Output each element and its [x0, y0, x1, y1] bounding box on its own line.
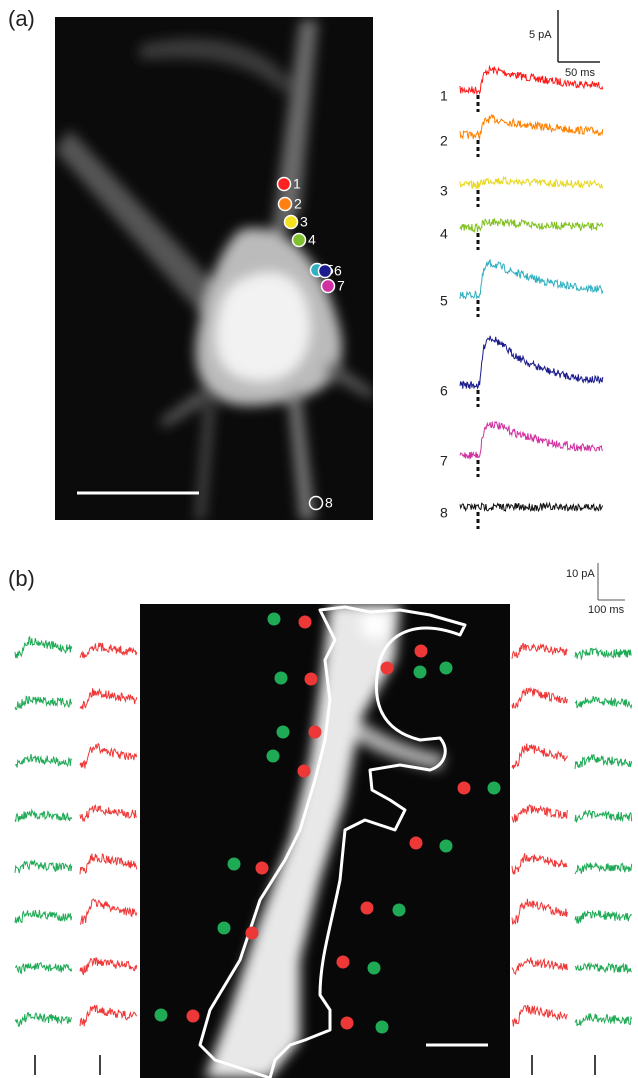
site-marker	[322, 280, 335, 293]
panel-label: (a)	[8, 6, 35, 31]
current-trace	[15, 637, 72, 658]
stimulus-dot	[218, 922, 231, 935]
current-trace	[80, 805, 137, 821]
current-trace	[15, 861, 72, 874]
figure: (a) 12345678 12345678 5 pA 50 ms (b) 10 …	[0, 0, 638, 1078]
stimulus-dot	[414, 666, 427, 679]
stimulus-dot	[361, 902, 374, 915]
site-marker	[279, 198, 292, 211]
stimulus-dot	[440, 840, 453, 853]
site-marker	[319, 265, 332, 278]
site-label: 1	[293, 176, 301, 192]
stimulus-dot	[440, 662, 453, 675]
trace-label: 3	[440, 183, 448, 199]
site-label: 8	[325, 495, 333, 511]
stimulus-dot	[341, 1017, 354, 1030]
current-trace	[15, 963, 72, 974]
current-trace	[575, 811, 632, 822]
current-trace	[575, 755, 632, 769]
current-trace	[512, 643, 567, 659]
stimulus-dot	[393, 904, 406, 917]
current-trace	[460, 503, 603, 511]
current-trace	[15, 810, 72, 822]
current-trace	[512, 899, 567, 924]
site-marker	[278, 178, 291, 191]
current-trace	[575, 1014, 632, 1026]
current-trace	[15, 754, 72, 768]
current-trace	[460, 177, 603, 189]
stimulus-dot	[488, 782, 501, 795]
current-trace	[575, 696, 632, 708]
stimulus-dot	[155, 1009, 168, 1022]
current-trace	[15, 910, 72, 923]
stimulus-dot	[275, 672, 288, 685]
current-trace	[80, 688, 137, 709]
current-trace	[512, 688, 567, 709]
current-trace	[512, 853, 567, 874]
current-trace	[460, 115, 603, 139]
site-label: 4	[308, 232, 316, 248]
stimulus-dot	[228, 858, 241, 871]
micrograph-b	[140, 604, 510, 1078]
scale-current: 10 pA	[566, 568, 595, 580]
stimulus-dot	[458, 782, 471, 795]
trace-label: 1	[440, 88, 448, 104]
site-marker	[293, 234, 306, 247]
stimulus-dot	[256, 862, 269, 875]
stimulus-dot	[187, 1010, 200, 1023]
current-trace	[460, 336, 603, 389]
trace-label: 5	[440, 293, 448, 309]
current-trace	[512, 1006, 567, 1027]
current-trace	[15, 1013, 72, 1027]
trace-label: 4	[440, 226, 448, 242]
trace-label: 7	[440, 453, 448, 469]
current-trace	[575, 863, 632, 874]
stimulus-dot	[298, 765, 311, 778]
current-trace	[460, 260, 603, 299]
current-trace	[15, 696, 72, 709]
stimulus-dot	[368, 962, 381, 975]
current-trace	[512, 957, 567, 974]
stimulus-dot	[246, 927, 259, 940]
current-trace	[80, 643, 137, 659]
stimulus-dot	[305, 673, 318, 686]
stimulus-dot	[337, 956, 350, 969]
site-label: 3	[300, 214, 308, 230]
stimulus-dot	[299, 616, 312, 629]
stimulus-dot	[376, 1021, 389, 1034]
traces-a: 1 2 3 4 5 6 7 8	[440, 67, 603, 529]
site-label: 6	[334, 263, 342, 279]
stimulus-dot	[381, 662, 394, 675]
current-trace	[575, 910, 632, 923]
trace-label: 6	[440, 383, 448, 399]
stimulus-dot	[268, 613, 281, 626]
site-marker	[285, 216, 298, 229]
current-trace	[512, 805, 567, 822]
stimulus-dot	[267, 750, 280, 763]
current-trace	[512, 744, 567, 769]
site-label: 2	[294, 196, 302, 212]
current-trace	[575, 648, 632, 659]
stimulus-dot	[309, 726, 322, 739]
trace-label: 8	[440, 505, 448, 521]
site-label: 7	[337, 278, 345, 294]
stimulus-dot	[277, 726, 290, 739]
current-trace	[80, 1005, 137, 1026]
scale-time: 50 ms	[565, 67, 595, 79]
current-trace	[575, 963, 632, 973]
current-trace	[80, 899, 137, 924]
current-trace	[460, 422, 603, 459]
current-trace	[80, 854, 137, 875]
current-trace	[460, 219, 603, 232]
current-trace	[80, 744, 137, 769]
current-trace	[80, 958, 137, 975]
scale-current: 5 pA	[529, 29, 552, 41]
stimulus-dot	[410, 837, 423, 850]
panel-label: (b)	[8, 566, 35, 591]
trace-label: 2	[440, 133, 448, 149]
stimulus-dot	[415, 645, 428, 658]
scale-time: 100 ms	[588, 604, 625, 616]
